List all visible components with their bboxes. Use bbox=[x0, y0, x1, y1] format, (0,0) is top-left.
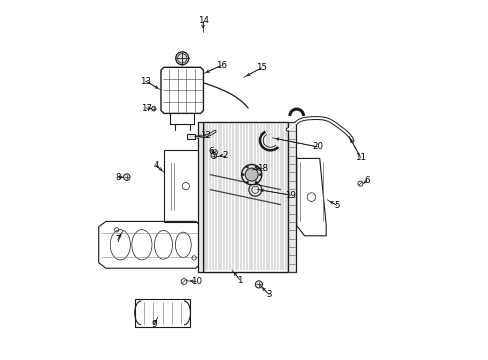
Circle shape bbox=[123, 174, 130, 180]
Text: 12: 12 bbox=[200, 131, 211, 140]
Text: 6: 6 bbox=[364, 176, 369, 185]
Text: 19: 19 bbox=[285, 191, 295, 199]
Bar bbox=[287, 122, 295, 272]
Text: 7: 7 bbox=[115, 235, 120, 244]
Text: 17: 17 bbox=[141, 104, 151, 113]
Circle shape bbox=[241, 165, 261, 185]
Circle shape bbox=[211, 153, 216, 158]
Circle shape bbox=[244, 168, 258, 181]
Text: 18: 18 bbox=[257, 164, 268, 173]
Text: 3: 3 bbox=[265, 290, 271, 299]
Circle shape bbox=[254, 181, 257, 183]
Text: 8: 8 bbox=[115, 173, 120, 182]
Text: 9: 9 bbox=[151, 320, 156, 329]
Text: 5: 5 bbox=[333, 201, 339, 210]
Text: 10: 10 bbox=[190, 277, 202, 286]
Text: 2: 2 bbox=[222, 151, 227, 160]
Text: 13: 13 bbox=[140, 77, 151, 86]
Text: 11: 11 bbox=[355, 153, 366, 162]
Text: 4: 4 bbox=[153, 161, 159, 170]
Text: 14: 14 bbox=[197, 17, 208, 26]
Bar bbox=[203, 122, 287, 272]
Circle shape bbox=[255, 281, 262, 288]
Bar bbox=[186, 134, 194, 139]
Bar bbox=[198, 122, 203, 272]
Circle shape bbox=[175, 52, 188, 65]
Bar bbox=[134, 299, 190, 327]
Circle shape bbox=[242, 174, 244, 176]
Circle shape bbox=[254, 166, 257, 168]
Text: 20: 20 bbox=[311, 143, 323, 152]
Circle shape bbox=[246, 166, 248, 168]
Circle shape bbox=[246, 181, 248, 183]
Bar bbox=[164, 150, 199, 222]
Circle shape bbox=[259, 174, 261, 176]
Text: 1: 1 bbox=[237, 276, 243, 284]
Text: 16: 16 bbox=[215, 61, 226, 70]
Text: 6: 6 bbox=[207, 148, 213, 157]
Circle shape bbox=[151, 107, 156, 111]
Text: 15: 15 bbox=[256, 63, 267, 72]
